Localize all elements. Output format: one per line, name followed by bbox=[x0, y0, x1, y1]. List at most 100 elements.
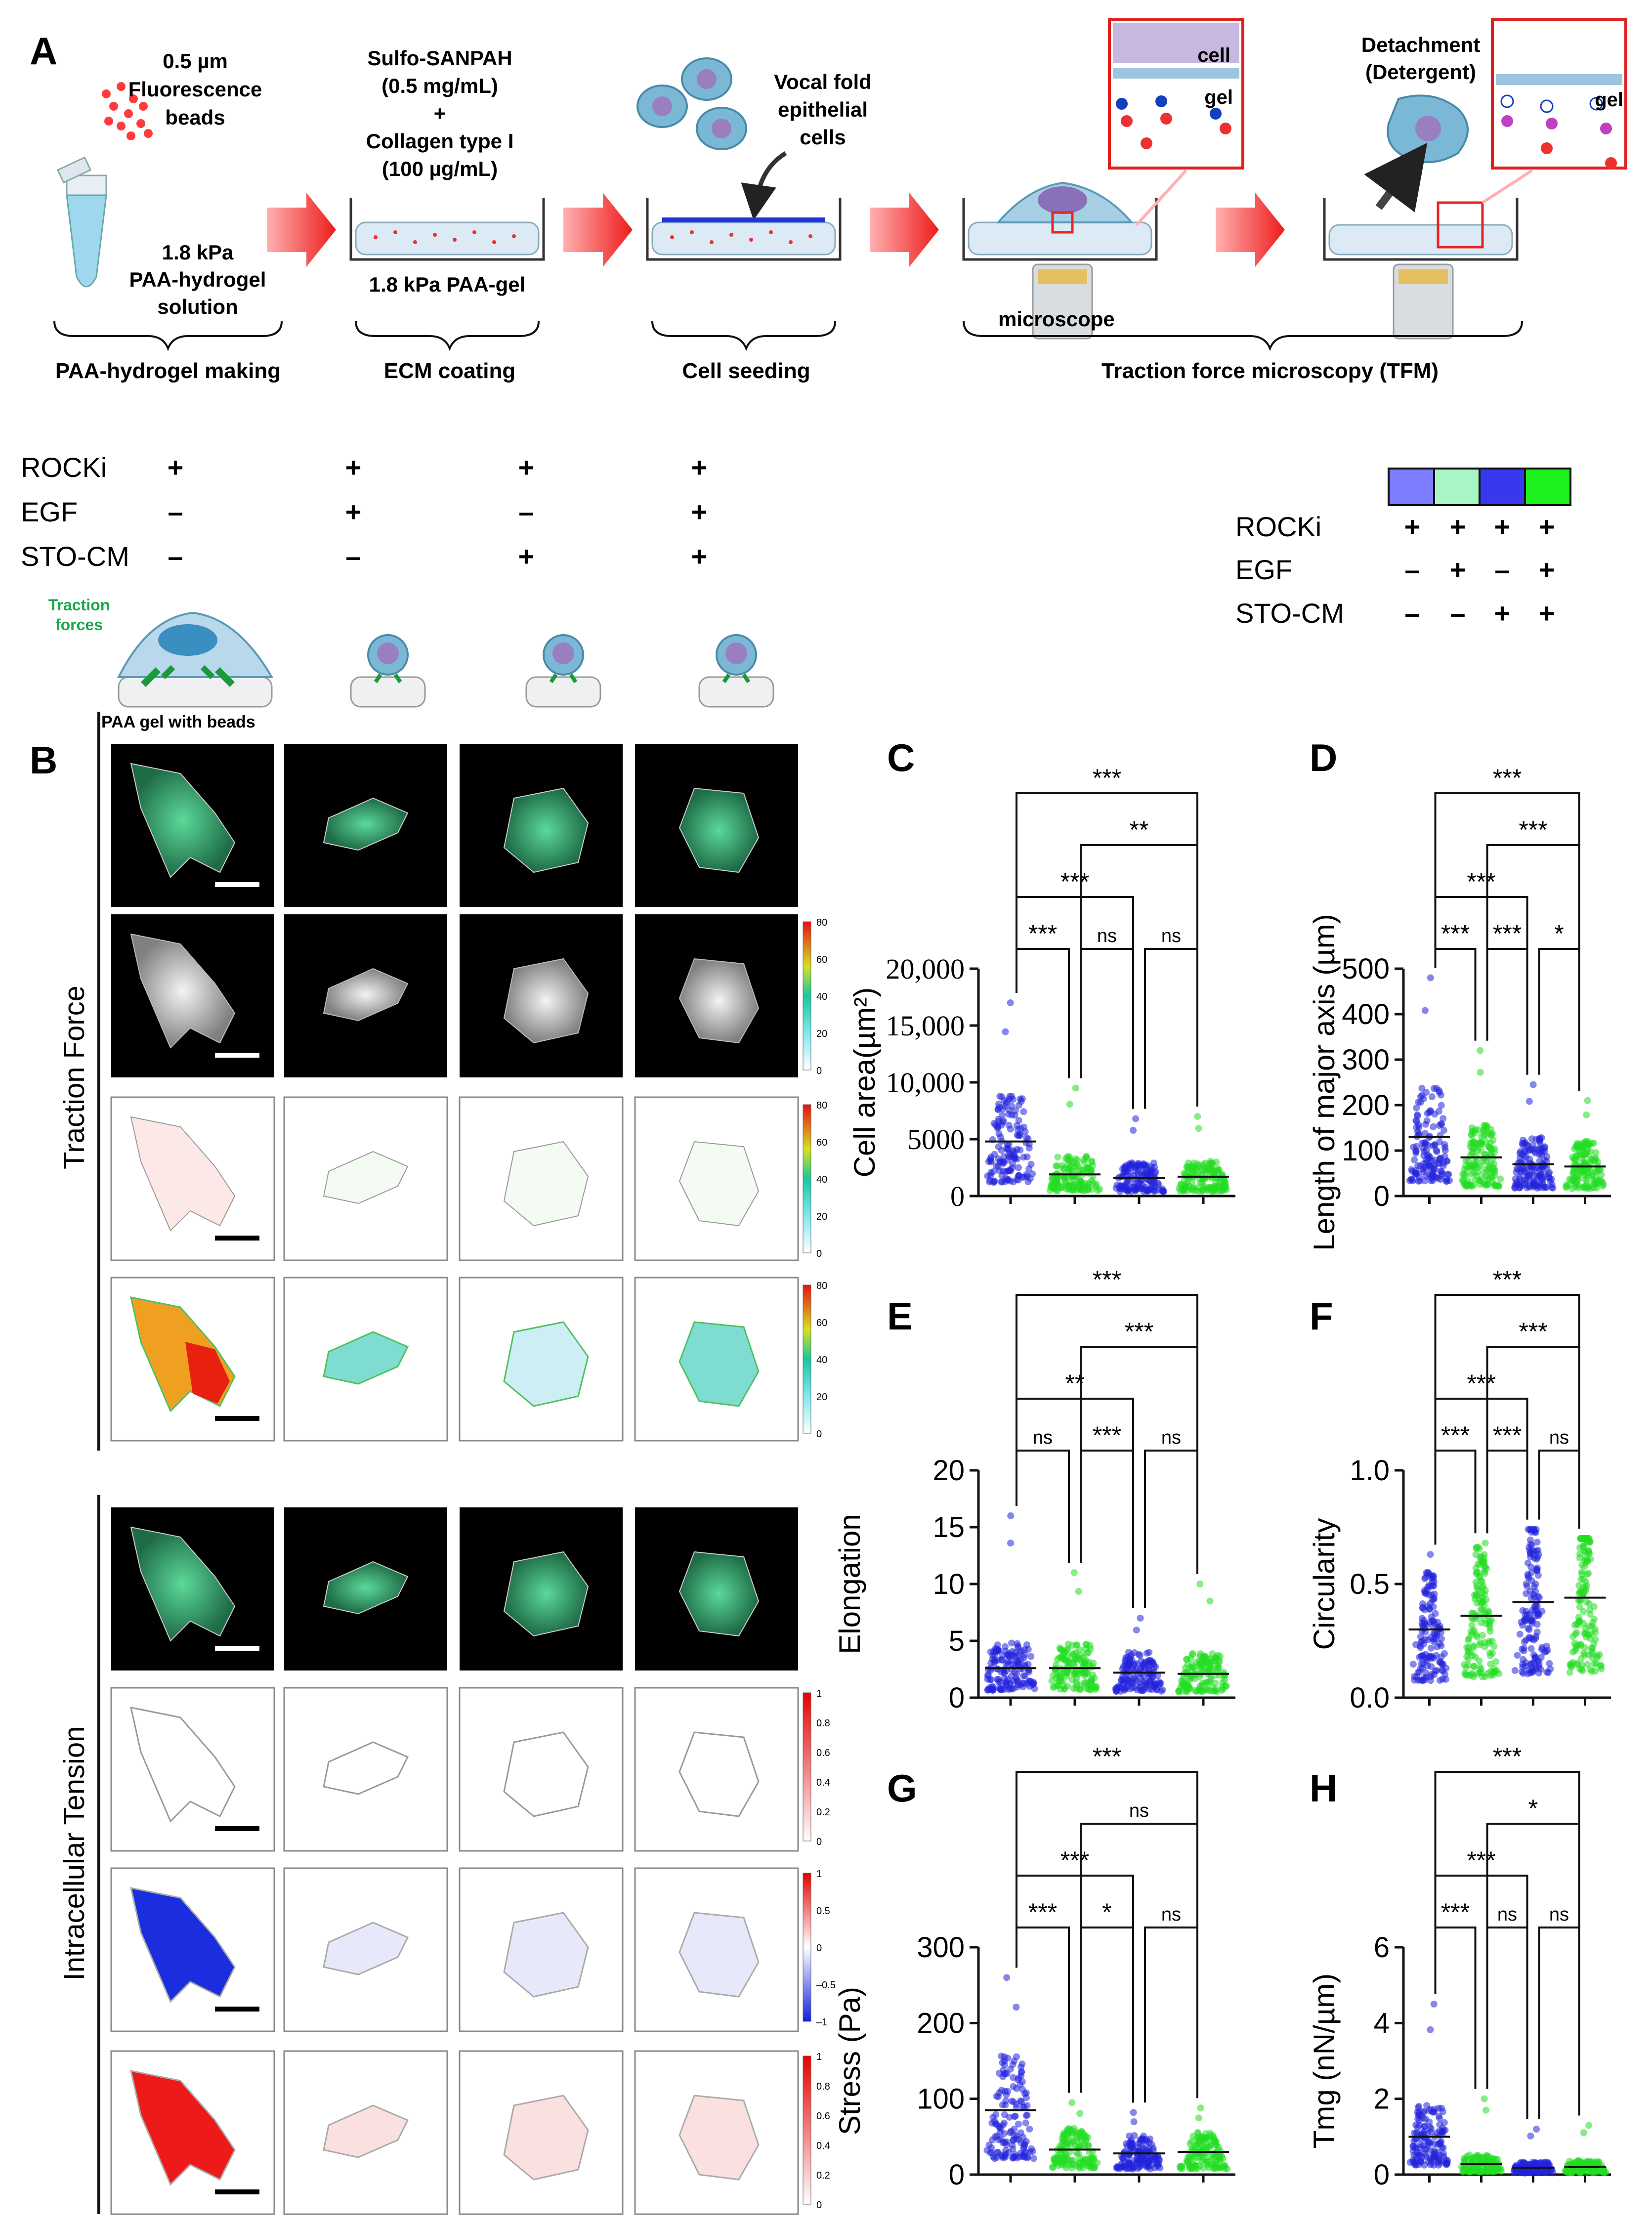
data-point bbox=[1439, 1170, 1446, 1177]
y-tick-label: 400 bbox=[1342, 998, 1390, 1030]
data-point bbox=[995, 1676, 1002, 1683]
cond-cell: + bbox=[691, 452, 708, 483]
data-point bbox=[1154, 1181, 1162, 1189]
significance-label: *** bbox=[1467, 1846, 1495, 1874]
data-point bbox=[1578, 1661, 1586, 1669]
data-point bbox=[1417, 1099, 1424, 1106]
y-tick-label: 0 bbox=[1374, 2159, 1390, 2191]
data-point bbox=[1065, 2125, 1072, 2132]
y-tick-label: 100 bbox=[1342, 1135, 1390, 1167]
data-point bbox=[1482, 1540, 1489, 1547]
y-tick-label: 300 bbox=[1342, 1044, 1390, 1076]
data-point bbox=[1588, 1630, 1595, 1637]
data-point bbox=[1542, 1184, 1549, 1191]
data-point bbox=[1412, 1641, 1420, 1648]
data-point bbox=[1497, 2165, 1505, 2173]
significance-label: *** bbox=[1028, 1898, 1057, 1926]
data-point bbox=[1522, 2160, 1529, 2167]
data-point bbox=[1050, 1184, 1057, 1192]
data-point bbox=[1518, 1182, 1525, 1190]
data-point bbox=[1076, 1686, 1084, 1693]
data-point bbox=[995, 1143, 1002, 1151]
data-point bbox=[1122, 1168, 1129, 1176]
tube-icon bbox=[56, 156, 107, 288]
data-point bbox=[1443, 1157, 1450, 1165]
traction-forces-label-1: Traction bbox=[48, 596, 110, 614]
panel-letter-a: A bbox=[30, 29, 57, 73]
data-point bbox=[1467, 1628, 1475, 1635]
y-tick-label: 1.0 bbox=[1350, 1455, 1390, 1487]
data-point bbox=[1420, 1674, 1428, 1681]
data-point bbox=[1414, 1669, 1422, 1676]
cell-outline bbox=[503, 2095, 589, 2181]
y-tick-label: 10 bbox=[932, 1568, 965, 1600]
data-point bbox=[1133, 1627, 1140, 1634]
data-point bbox=[1430, 2108, 1437, 2116]
solution-label-3: solution bbox=[157, 295, 238, 318]
data-point bbox=[1031, 1685, 1038, 1692]
data-point bbox=[1137, 2162, 1144, 2170]
data-point bbox=[1114, 2165, 1121, 2172]
data-point bbox=[1435, 2104, 1442, 2112]
data-point bbox=[1567, 1663, 1574, 1670]
data-point bbox=[1023, 2111, 1031, 2119]
cond-cell: – bbox=[518, 496, 534, 527]
data-point bbox=[1471, 1163, 1479, 1171]
cell-outline bbox=[503, 1141, 589, 1227]
significance-label: ns bbox=[1161, 1904, 1181, 1925]
data-point bbox=[1528, 1607, 1536, 1614]
data-point bbox=[1194, 1113, 1201, 1120]
legend-cell: + bbox=[1450, 511, 1466, 542]
data-point bbox=[1524, 1611, 1531, 1619]
panel-letter: G bbox=[887, 1766, 917, 1810]
cell-outline bbox=[130, 933, 236, 1049]
significance-label: *** bbox=[1093, 764, 1121, 792]
gel-label: 1.8 kPa PAA-gel bbox=[369, 273, 526, 296]
colorbar-tick-label: –1 bbox=[816, 2017, 827, 2028]
traction-forces-label-2: forces bbox=[55, 616, 103, 634]
data-point bbox=[1526, 1536, 1534, 1543]
data-point bbox=[1000, 2154, 1007, 2162]
y-axis-label: Elongation bbox=[833, 1514, 866, 1654]
data-point bbox=[1423, 1117, 1431, 1124]
y-tick-label: 15,000 bbox=[886, 1010, 965, 1042]
legend-row-rocki: ROCKi bbox=[1235, 511, 1321, 542]
data-point bbox=[1427, 1673, 1435, 1680]
data-point bbox=[1030, 1679, 1037, 1686]
data-point bbox=[1009, 1096, 1017, 1103]
significance-bracket bbox=[1144, 948, 1198, 1109]
data-point bbox=[1002, 1028, 1009, 1035]
significance-bracket bbox=[1486, 1927, 1528, 2119]
data-point bbox=[1078, 2128, 1086, 2136]
data-point bbox=[1129, 1684, 1136, 1691]
coating-label-2: (0.5 mg/mL) bbox=[381, 74, 498, 97]
data-point bbox=[1436, 1640, 1443, 1647]
significance-bracket bbox=[1080, 1927, 1134, 2103]
cond-cell: + bbox=[518, 452, 535, 483]
data-point bbox=[1050, 1672, 1057, 1679]
step-3-label: Cell seeding bbox=[682, 359, 810, 383]
cell-outline bbox=[503, 787, 589, 873]
cond-row-rocki: ROCKi bbox=[21, 452, 107, 483]
data-point bbox=[1585, 1183, 1592, 1191]
data-point bbox=[1005, 2148, 1013, 2156]
data-point bbox=[1129, 2139, 1136, 2146]
gel-beads-label: PAA gel with beads bbox=[101, 713, 255, 731]
data-point bbox=[1530, 1526, 1537, 1533]
significance-label: ns bbox=[1033, 1427, 1053, 1448]
significance-bracket bbox=[1080, 1450, 1134, 1608]
data-point bbox=[1192, 1667, 1199, 1674]
scale-bar bbox=[215, 2189, 259, 2194]
data-point bbox=[1022, 2148, 1029, 2156]
data-point bbox=[1438, 1102, 1445, 1109]
legend-cell: – bbox=[1404, 554, 1420, 585]
data-point bbox=[1184, 1681, 1191, 1689]
significance-bracket bbox=[1016, 1450, 1070, 1563]
data-point bbox=[1533, 1539, 1541, 1546]
significance-label: ns bbox=[1497, 1904, 1517, 1925]
data-point bbox=[998, 1172, 1006, 1179]
data-point bbox=[1477, 1047, 1484, 1054]
data-point bbox=[1011, 2153, 1018, 2161]
data-point bbox=[1140, 1661, 1147, 1669]
